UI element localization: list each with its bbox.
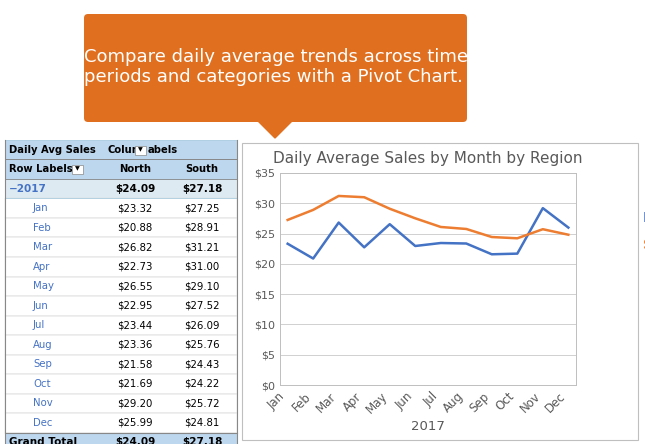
- FancyBboxPatch shape: [5, 296, 237, 316]
- Text: $24.22: $24.22: [184, 379, 220, 389]
- Text: South: South: [643, 238, 645, 252]
- Text: $24.81: $24.81: [184, 418, 220, 428]
- Text: $23.32: $23.32: [117, 203, 153, 213]
- FancyBboxPatch shape: [5, 335, 237, 354]
- Text: Sep: Sep: [33, 359, 52, 369]
- FancyBboxPatch shape: [5, 140, 237, 159]
- Text: Colum: Colum: [108, 145, 143, 155]
- Text: $24.43: $24.43: [184, 359, 220, 369]
- FancyBboxPatch shape: [72, 165, 83, 174]
- Text: Jun: Jun: [33, 301, 49, 311]
- FancyBboxPatch shape: [5, 316, 237, 335]
- Text: $29.10: $29.10: [184, 281, 220, 291]
- Text: Feb: Feb: [33, 223, 51, 233]
- Text: $21.58: $21.58: [117, 359, 153, 369]
- Text: $26.82: $26.82: [117, 242, 153, 252]
- Text: ▼: ▼: [75, 167, 80, 172]
- FancyBboxPatch shape: [5, 277, 237, 296]
- Text: Jul: Jul: [33, 320, 45, 330]
- Text: $26.09: $26.09: [184, 320, 220, 330]
- Polygon shape: [255, 118, 295, 138]
- Text: $20.88: $20.88: [117, 223, 153, 233]
- Text: $31.21: $31.21: [184, 242, 220, 252]
- Text: $24.09: $24.09: [115, 437, 155, 444]
- Text: Nov: Nov: [33, 398, 53, 408]
- FancyBboxPatch shape: [5, 413, 237, 432]
- Text: $26.55: $26.55: [117, 281, 153, 291]
- Text: $27.18: $27.18: [182, 184, 222, 194]
- Text: abels: abels: [148, 145, 178, 155]
- Text: North: North: [643, 211, 645, 225]
- Text: $27.52: $27.52: [184, 301, 220, 311]
- Text: Dec: Dec: [33, 418, 52, 428]
- Text: ▼: ▼: [138, 147, 143, 152]
- Text: Jan: Jan: [33, 203, 48, 213]
- Text: $29.20: $29.20: [117, 398, 153, 408]
- Text: $22.95: $22.95: [117, 301, 153, 311]
- Text: $22.73: $22.73: [117, 262, 153, 272]
- Text: Apr: Apr: [33, 262, 50, 272]
- Text: Mar: Mar: [33, 242, 52, 252]
- FancyBboxPatch shape: [5, 393, 237, 413]
- Title: Daily Average Sales by Month by Region: Daily Average Sales by Month by Region: [273, 151, 582, 166]
- Text: Aug: Aug: [33, 340, 53, 350]
- Text: Daily Avg Sales: Daily Avg Sales: [9, 145, 95, 155]
- Text: Oct: Oct: [33, 379, 50, 389]
- Text: May: May: [33, 281, 54, 291]
- Text: Compare daily average trends across time
periods and categories with a Pivot Cha: Compare daily average trends across time…: [83, 48, 468, 87]
- FancyBboxPatch shape: [5, 354, 237, 374]
- Text: $25.72: $25.72: [184, 398, 220, 408]
- FancyBboxPatch shape: [5, 432, 237, 444]
- Text: $23.36: $23.36: [117, 340, 153, 350]
- Text: $21.69: $21.69: [117, 379, 153, 389]
- FancyBboxPatch shape: [5, 374, 237, 393]
- Text: Row Labels: Row Labels: [9, 164, 73, 174]
- Text: $27.18: $27.18: [182, 437, 222, 444]
- FancyBboxPatch shape: [5, 159, 237, 179]
- FancyBboxPatch shape: [5, 198, 237, 218]
- Text: $28.91: $28.91: [184, 223, 220, 233]
- X-axis label: 2017: 2017: [411, 420, 445, 433]
- Text: $23.44: $23.44: [117, 320, 153, 330]
- Text: South: South: [186, 164, 219, 174]
- Text: −2017: −2017: [9, 184, 47, 194]
- Text: Grand Total: Grand Total: [9, 437, 77, 444]
- Text: North: North: [119, 164, 151, 174]
- Text: $25.99: $25.99: [117, 418, 153, 428]
- FancyBboxPatch shape: [5, 179, 237, 198]
- FancyBboxPatch shape: [84, 14, 467, 122]
- Text: $27.25: $27.25: [184, 203, 220, 213]
- FancyBboxPatch shape: [5, 257, 237, 277]
- FancyBboxPatch shape: [5, 218, 237, 238]
- Text: $25.76: $25.76: [184, 340, 220, 350]
- FancyBboxPatch shape: [5, 238, 237, 257]
- Text: $31.00: $31.00: [184, 262, 220, 272]
- FancyBboxPatch shape: [135, 146, 146, 155]
- Text: $24.09: $24.09: [115, 184, 155, 194]
